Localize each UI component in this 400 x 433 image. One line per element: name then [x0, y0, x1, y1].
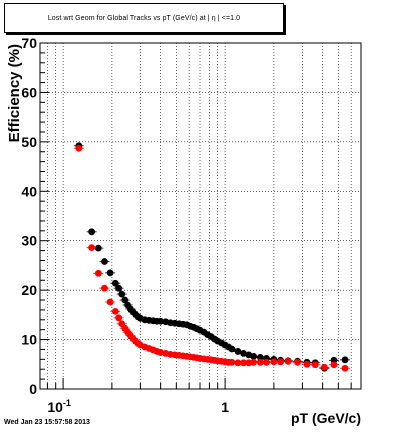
data-point [111, 279, 119, 287]
y-tick-label: 30 [21, 233, 37, 249]
data-point [330, 361, 338, 369]
data-point [94, 269, 102, 277]
data-point [294, 358, 301, 366]
y-tick-label: 40 [21, 183, 37, 199]
chart-title: Lost wrt Geom for Global Tracks vs pT (G… [47, 14, 241, 22]
timestamp: Wed Jan 23 15:57:58 2013 [4, 419, 90, 426]
data-point [75, 144, 83, 152]
data-point [115, 314, 122, 322]
y-tick-label: 50 [21, 134, 37, 150]
data-point [228, 345, 236, 353]
data-point [115, 284, 122, 292]
data-point [256, 353, 264, 361]
y-axis-label: Efficiency (%) [6, 44, 23, 142]
data-point [111, 307, 119, 315]
data-point [106, 298, 114, 306]
data-point [94, 244, 102, 252]
data-point [320, 363, 328, 371]
data-point [311, 361, 319, 369]
data-point [88, 228, 96, 236]
data-point [157, 349, 165, 356]
axes: 0 10 20 30 40 50 60 70 10-1 1 [21, 35, 352, 415]
data-point [106, 269, 114, 277]
data-point [121, 296, 129, 304]
data-points [73, 142, 351, 372]
data-point [277, 358, 284, 366]
data-point [341, 356, 349, 364]
chart-title-box: Lost wrt Geom for Global Tracks vs pT (G… [4, 3, 284, 33]
grid-lines [40, 42, 361, 390]
data-point [250, 352, 258, 360]
data-point [341, 364, 349, 372]
data-point [157, 317, 165, 325]
data-point [228, 358, 236, 366]
y-tick-label: 20 [21, 282, 37, 298]
y-tick-label: 10 [21, 332, 37, 348]
x-tick-label: 10-1 [47, 398, 71, 415]
x-tick-label: 1 [221, 399, 229, 415]
data-point [101, 284, 108, 292]
y-tick-label: 60 [21, 84, 37, 100]
plot-frame [39, 42, 362, 390]
data-series [73, 142, 351, 372]
data-point [284, 357, 292, 365]
data-point [88, 244, 96, 252]
data-point [303, 360, 311, 368]
data-point [263, 358, 270, 366]
data-point [240, 359, 247, 367]
data-point [270, 358, 278, 366]
data-point [250, 358, 258, 366]
y-tick-label: 70 [21, 35, 37, 51]
x-axis-label: pT (GeV/c) [291, 410, 361, 426]
data-point [101, 258, 108, 265]
data-point [256, 358, 264, 366]
y-tick-label: 0 [29, 381, 37, 397]
data-point [234, 359, 242, 367]
data-point [118, 290, 126, 298]
data-series [73, 144, 351, 372]
